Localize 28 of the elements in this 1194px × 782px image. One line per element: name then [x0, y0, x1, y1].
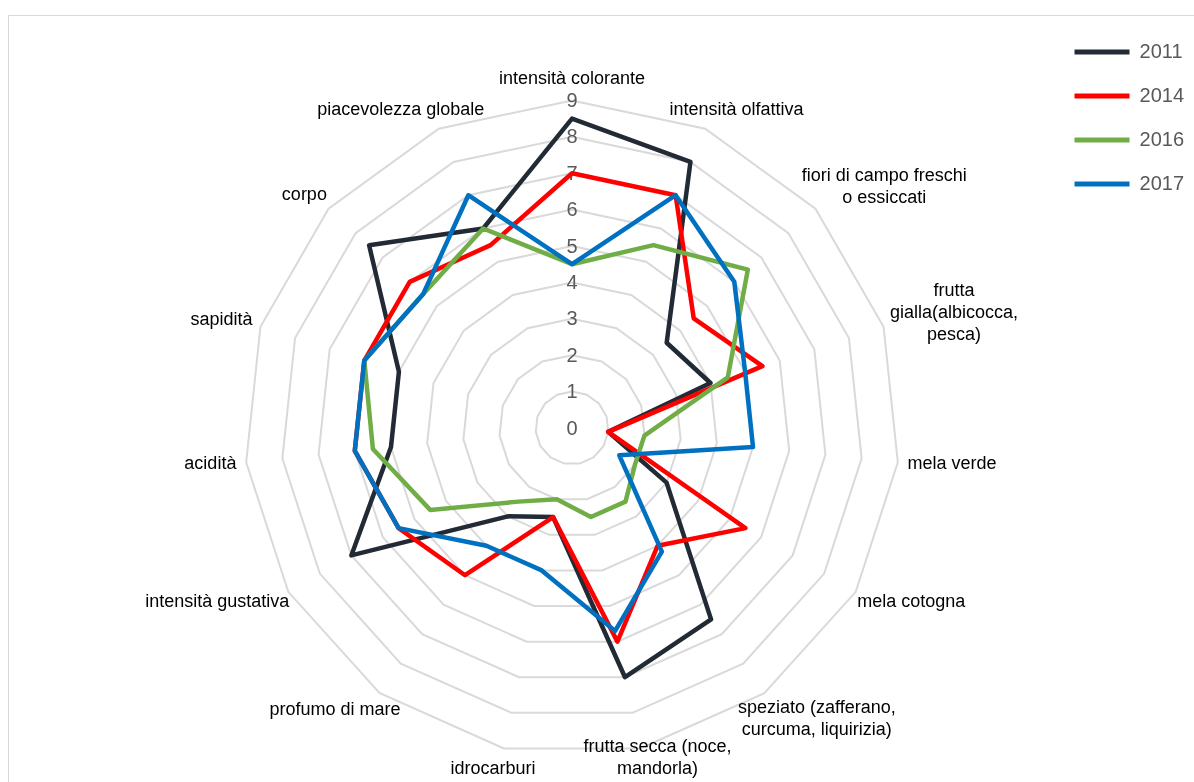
- y-tick-label: 2: [566, 343, 578, 366]
- spoke-label: profumo di mare: [269, 698, 401, 719]
- legend-label: 2017: [1139, 171, 1185, 194]
- y-tick-label: 5: [566, 234, 578, 257]
- spoke-label: acidità: [184, 453, 238, 474]
- spoke-label: intensità olfattiva: [669, 98, 805, 119]
- y-tick-label: 0: [566, 416, 578, 439]
- spoke-label: intensità gustativa: [145, 591, 291, 612]
- y-tick-label: 3: [566, 307, 578, 330]
- y-tick-label: 8: [566, 125, 578, 148]
- spoke-label: sapidità: [190, 309, 254, 330]
- spoke-label: corpo: [281, 183, 327, 204]
- spoke-label: intensità colorante: [498, 68, 646, 89]
- legend-label: 2014: [1139, 83, 1185, 106]
- y-tick-label: 6: [566, 198, 578, 221]
- legend-label: 2011: [1139, 39, 1183, 62]
- spoke-label: piacevolezza globale: [317, 98, 485, 119]
- y-tick-label: 1: [566, 380, 578, 403]
- spoke-label: mela cotogna: [857, 591, 967, 612]
- spoke-label: mela verde: [907, 453, 997, 474]
- spoke-label: fiori di campo freschi o essiccati: [801, 165, 967, 208]
- y-tick-label: 9: [566, 88, 578, 111]
- y-tick-label: 4: [566, 270, 578, 293]
- spoke-label: frutta gialla(albicocca, pesca): [889, 280, 1019, 345]
- spoke-label: frutta secca (noce, mandorla): [583, 735, 732, 778]
- legend-label: 2016: [1139, 127, 1185, 150]
- spoke-label: idrocarburi: [450, 757, 536, 778]
- spoke-label: speziato (zafferano, curcuma, liquirizia): [737, 696, 896, 739]
